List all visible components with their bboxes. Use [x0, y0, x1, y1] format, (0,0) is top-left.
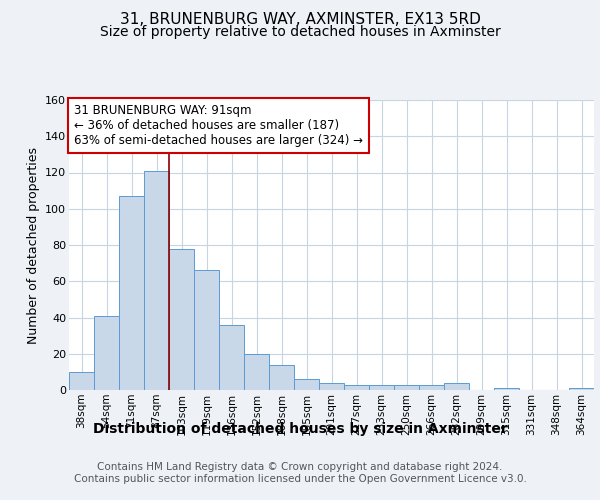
Bar — [444, 383, 469, 390]
Bar — [94, 316, 119, 390]
Bar — [219, 325, 244, 390]
Bar — [244, 354, 269, 390]
Y-axis label: Number of detached properties: Number of detached properties — [26, 146, 40, 344]
Bar — [119, 196, 144, 390]
Text: 31 BRUNENBURG WAY: 91sqm
← 36% of detached houses are smaller (187)
63% of semi-: 31 BRUNENBURG WAY: 91sqm ← 36% of detach… — [74, 104, 363, 148]
Bar — [169, 248, 194, 390]
Bar — [294, 379, 319, 390]
Bar — [569, 388, 594, 390]
Text: Contains HM Land Registry data © Crown copyright and database right 2024.
Contai: Contains HM Land Registry data © Crown c… — [74, 462, 526, 484]
Bar — [69, 372, 94, 390]
Bar — [494, 388, 519, 390]
Bar — [419, 384, 444, 390]
Text: 31, BRUNENBURG WAY, AXMINSTER, EX13 5RD: 31, BRUNENBURG WAY, AXMINSTER, EX13 5RD — [119, 12, 481, 28]
Bar — [369, 384, 394, 390]
Bar — [144, 170, 169, 390]
Bar — [319, 383, 344, 390]
Text: Size of property relative to detached houses in Axminster: Size of property relative to detached ho… — [100, 25, 500, 39]
Bar — [194, 270, 219, 390]
Bar — [344, 384, 369, 390]
Bar — [269, 364, 294, 390]
Text: Distribution of detached houses by size in Axminster: Distribution of detached houses by size … — [92, 422, 508, 436]
Bar — [394, 384, 419, 390]
